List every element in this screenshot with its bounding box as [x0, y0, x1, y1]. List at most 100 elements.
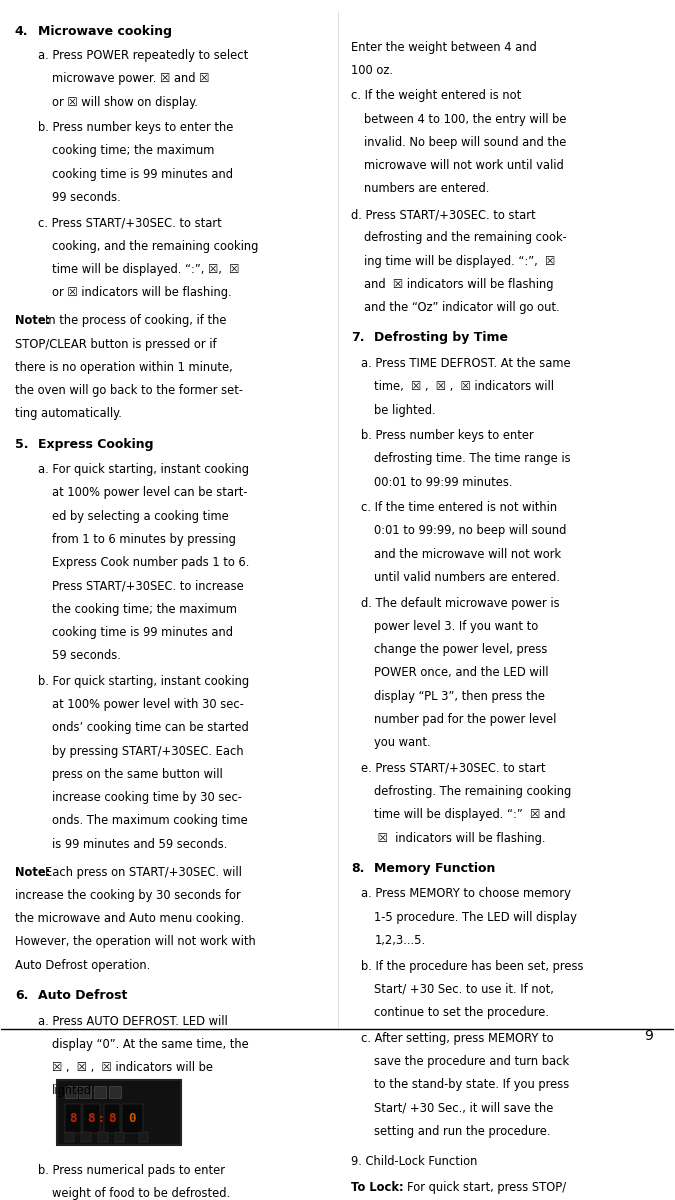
Text: you want.: you want.	[375, 737, 431, 749]
Text: setting and run the procedure.: setting and run the procedure.	[375, 1124, 551, 1138]
Text: the oven will go back to the former set-: the oven will go back to the former set-	[15, 384, 243, 397]
Text: or ☒ will show on display.: or ☒ will show on display.	[52, 96, 198, 108]
Text: display “0”. At the same time, the: display “0”. At the same time, the	[52, 1038, 248, 1051]
Text: b. Press numerical pads to enter: b. Press numerical pads to enter	[38, 1164, 225, 1177]
Text: 7.: 7.	[351, 331, 364, 344]
Text: b. Press number keys to enter the: b. Press number keys to enter the	[38, 121, 234, 134]
FancyBboxPatch shape	[65, 1133, 74, 1142]
Text: 8: 8	[108, 1112, 115, 1126]
FancyBboxPatch shape	[82, 1133, 91, 1142]
Text: 59 seconds.: 59 seconds.	[52, 649, 121, 662]
Text: until valid numbers are entered.: until valid numbers are entered.	[375, 571, 560, 584]
Text: Microwave cooking: Microwave cooking	[38, 25, 172, 37]
Text: Express Cook number pads 1 to 6.: Express Cook number pads 1 to 6.	[52, 557, 249, 569]
Text: at 100% power level with 30 sec-: at 100% power level with 30 sec-	[52, 698, 244, 712]
Text: numbers are entered.: numbers are entered.	[364, 182, 490, 196]
Text: there is no operation within 1 minute,: there is no operation within 1 minute,	[15, 361, 233, 373]
Text: 4.: 4.	[15, 25, 28, 37]
Text: 6.: 6.	[15, 989, 28, 1002]
Text: c. If the weight entered is not: c. If the weight entered is not	[351, 89, 521, 102]
FancyBboxPatch shape	[57, 1080, 181, 1145]
Text: Auto Defrost: Auto Defrost	[38, 989, 128, 1002]
Text: press on the same button will: press on the same button will	[52, 768, 223, 781]
FancyBboxPatch shape	[84, 1104, 99, 1134]
Text: or ☒ indicators will be flashing.: or ☒ indicators will be flashing.	[52, 287, 232, 299]
Text: 8.: 8.	[351, 862, 364, 875]
Text: However, the operation will not work with: However, the operation will not work wit…	[15, 936, 256, 948]
Text: 1,2,3...5.: 1,2,3...5.	[375, 934, 426, 947]
Text: Each press on START/+30SEC. will: Each press on START/+30SEC. will	[45, 865, 242, 878]
Text: ting automatically.: ting automatically.	[15, 407, 122, 420]
Text: microwave will not work until valid: microwave will not work until valid	[364, 160, 564, 172]
Text: defrosting. The remaining cooking: defrosting. The remaining cooking	[375, 785, 572, 798]
Text: In the process of cooking, if the: In the process of cooking, if the	[45, 314, 227, 328]
Text: e. Press START/+30SEC. to start: e. Press START/+30SEC. to start	[361, 762, 545, 775]
Text: :: :	[99, 1114, 103, 1123]
Text: time will be displayed. “:”, ☒,  ☒: time will be displayed. “:”, ☒, ☒	[52, 263, 239, 276]
Text: Express Cooking: Express Cooking	[38, 438, 154, 450]
Text: lighted.: lighted.	[52, 1085, 95, 1098]
Text: 0:01 to 99:99, no beep will sound: 0:01 to 99:99, no beep will sound	[375, 524, 567, 538]
Text: weight of food to be defrosted.: weight of food to be defrosted.	[52, 1188, 230, 1200]
Text: cooking time is 99 minutes and: cooking time is 99 minutes and	[52, 168, 233, 181]
Text: ☒ ,  ☒ ,  ☒ indicators will be: ☒ , ☒ , ☒ indicators will be	[52, 1061, 213, 1074]
FancyBboxPatch shape	[98, 1133, 107, 1142]
Text: time,  ☒ ,  ☒ ,  ☒ indicators will: time, ☒ , ☒ , ☒ indicators will	[375, 380, 554, 394]
Text: Note:: Note:	[15, 865, 50, 878]
FancyBboxPatch shape	[65, 1104, 81, 1134]
Text: between 4 to 100, the entry will be: between 4 to 100, the entry will be	[364, 113, 567, 126]
Text: onds. The maximum cooking time: onds. The maximum cooking time	[52, 815, 248, 828]
Text: be lighted.: be lighted.	[375, 403, 436, 416]
Text: 8: 8	[69, 1112, 76, 1126]
Text: 100 oz.: 100 oz.	[351, 64, 393, 77]
Text: invalid. No beep will sound and the: invalid. No beep will sound and the	[364, 136, 567, 149]
Text: save the procedure and turn back: save the procedure and turn back	[375, 1055, 570, 1068]
Text: Start/ +30 Sec. to use it. If not,: Start/ +30 Sec. to use it. If not,	[375, 983, 554, 996]
Text: defrosting and the remaining cook-: defrosting and the remaining cook-	[364, 232, 567, 245]
Text: Press START/+30SEC. to increase: Press START/+30SEC. to increase	[52, 580, 244, 593]
Text: and the microwave will not work: and the microwave will not work	[375, 547, 562, 560]
Text: display “PL 3”, then press the: display “PL 3”, then press the	[375, 690, 545, 703]
Text: c. After setting, press MEMORY to: c. After setting, press MEMORY to	[361, 1032, 554, 1045]
Text: cooking, and the remaining cooking: cooking, and the remaining cooking	[52, 240, 258, 253]
Text: change the power level, press: change the power level, press	[375, 643, 548, 656]
Text: the cooking time; the maximum: the cooking time; the maximum	[52, 602, 237, 616]
FancyBboxPatch shape	[109, 1086, 121, 1098]
Text: 99 seconds.: 99 seconds.	[52, 191, 121, 204]
Text: Note:: Note:	[15, 314, 50, 328]
Text: and the “Oz” indicator will go out.: and the “Oz” indicator will go out.	[364, 301, 560, 314]
Text: number pad for the power level: number pad for the power level	[375, 713, 557, 726]
Text: from 1 to 6 minutes by pressing: from 1 to 6 minutes by pressing	[52, 533, 236, 546]
Text: Start/ +30 Sec., it will save the: Start/ +30 Sec., it will save the	[375, 1102, 554, 1115]
Text: c. If the time entered is not within: c. If the time entered is not within	[361, 502, 557, 515]
Text: ing time will be displayed. “:”,  ☒: ing time will be displayed. “:”, ☒	[364, 254, 556, 268]
FancyBboxPatch shape	[122, 1104, 142, 1134]
Text: time will be displayed. “:”  ☒ and: time will be displayed. “:” ☒ and	[375, 809, 566, 821]
Text: d. The default microwave power is: d. The default microwave power is	[361, 596, 560, 610]
Text: Defrosting by Time: Defrosting by Time	[375, 331, 508, 344]
Text: 0: 0	[129, 1112, 136, 1126]
FancyBboxPatch shape	[103, 1104, 119, 1134]
Text: ☒  indicators will be flashing.: ☒ indicators will be flashing.	[375, 832, 546, 845]
Text: 1-5 procedure. The LED will display: 1-5 procedure. The LED will display	[375, 911, 577, 924]
Text: 00:01 to 99:99 minutes.: 00:01 to 99:99 minutes.	[375, 475, 513, 488]
Text: continue to set the procedure.: continue to set the procedure.	[375, 1006, 549, 1019]
Text: STOP/CLEAR button is pressed or if: STOP/CLEAR button is pressed or if	[15, 337, 217, 350]
Text: 8: 8	[88, 1112, 95, 1126]
Text: POWER once, and the LED will: POWER once, and the LED will	[375, 666, 549, 679]
Text: To Lock:: To Lock:	[351, 1181, 404, 1194]
FancyBboxPatch shape	[94, 1086, 106, 1098]
FancyBboxPatch shape	[138, 1133, 148, 1142]
Text: Auto Defrost operation.: Auto Defrost operation.	[15, 959, 150, 972]
Text: a. Press POWER repeatedly to select: a. Press POWER repeatedly to select	[38, 49, 248, 62]
Text: 9: 9	[645, 1030, 653, 1043]
Text: b. Press number keys to enter: b. Press number keys to enter	[361, 430, 534, 442]
Text: power level 3. If you want to: power level 3. If you want to	[375, 620, 539, 632]
Text: cooking time; the maximum: cooking time; the maximum	[52, 144, 214, 157]
Text: is 99 minutes and 59 seconds.: is 99 minutes and 59 seconds.	[52, 838, 227, 851]
Text: microwave power. ☒ and ☒: microwave power. ☒ and ☒	[52, 72, 209, 85]
Text: Memory Function: Memory Function	[375, 862, 496, 875]
Text: a. Press MEMORY to choose memory: a. Press MEMORY to choose memory	[361, 888, 571, 900]
Text: d. Press START/+30SEC. to start: d. Press START/+30SEC. to start	[351, 208, 535, 221]
Text: ed by selecting a cooking time: ed by selecting a cooking time	[52, 510, 229, 523]
